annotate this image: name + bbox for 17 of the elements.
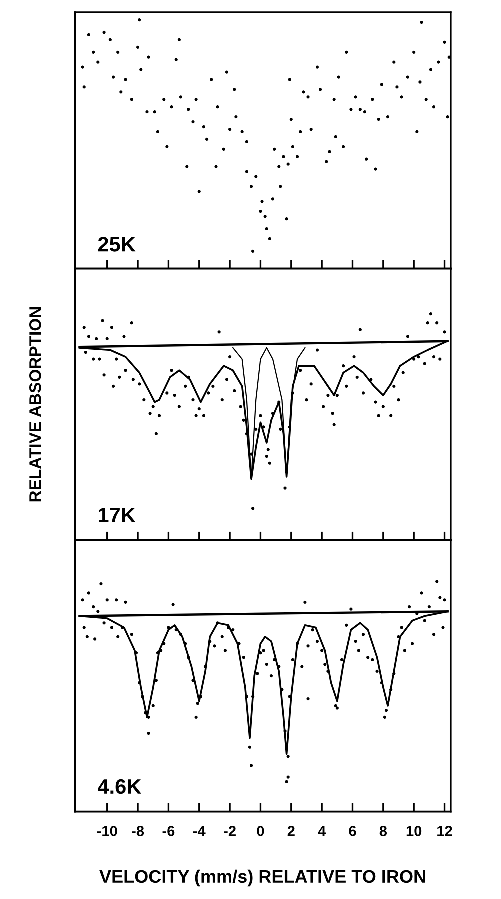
x-tick-label: 10 xyxy=(406,826,422,836)
annotation: 17K xyxy=(99,508,136,522)
x-tick-label: -8 xyxy=(132,826,144,836)
x-tick-label: -4 xyxy=(193,826,206,836)
x-tick-label: 8 xyxy=(380,826,388,836)
x-tick-label: 12 xyxy=(438,826,452,836)
y-axis-title: RELATIVE ABSORPTION xyxy=(30,308,42,502)
x-tick-label: 2 xyxy=(288,826,295,836)
x-tick-label: -2 xyxy=(224,826,236,836)
x-tick-label: -10 xyxy=(97,826,118,836)
annotation: 25K xyxy=(98,237,136,252)
x-tick-label: 0 xyxy=(257,826,264,836)
x-tick-label: 6 xyxy=(349,826,356,836)
annotation: 4.6K xyxy=(98,779,142,794)
x-tick-label: -6 xyxy=(162,826,175,836)
x-axis-title: VELOCITY (mm/s) RELATIVE TO IRON xyxy=(100,870,426,887)
x-tick-label: 4 xyxy=(318,826,326,836)
